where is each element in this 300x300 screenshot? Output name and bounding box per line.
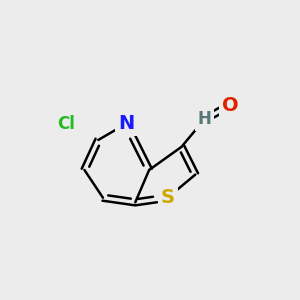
Text: H: H	[198, 110, 212, 128]
Text: S: S	[160, 188, 175, 207]
Text: Cl: Cl	[57, 115, 75, 133]
Text: N: N	[118, 114, 134, 133]
Text: O: O	[222, 96, 238, 115]
